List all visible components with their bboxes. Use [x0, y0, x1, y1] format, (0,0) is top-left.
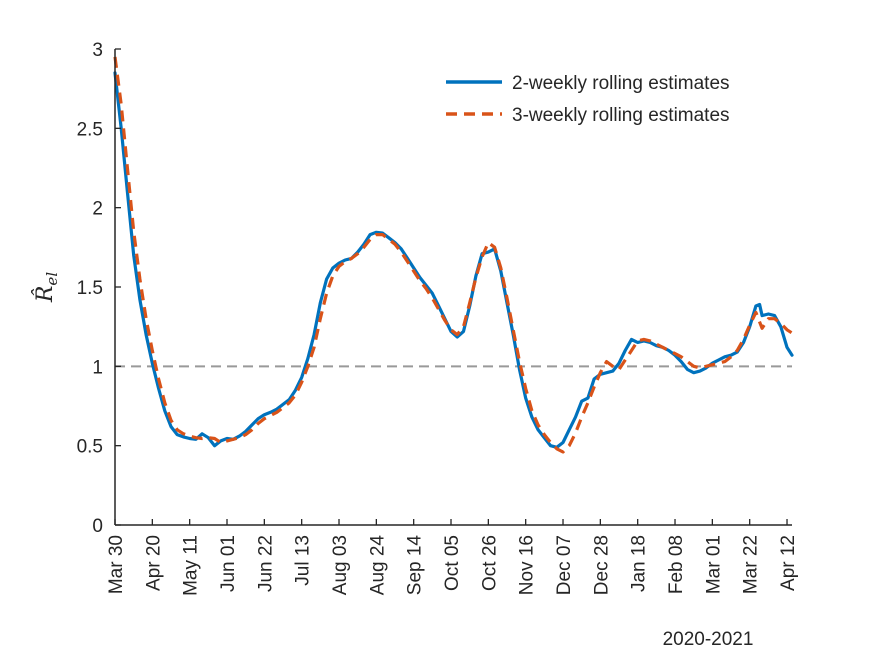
series-line-2 — [113, 56, 793, 454]
x-tick-label: Oct 05 — [442, 535, 463, 591]
legend: 2-weekly rolling estimates 3-weekly roll… — [446, 73, 730, 126]
x-tick-label: Feb 08 — [666, 535, 687, 594]
legend-label-series-2: 3-weekly rolling estimates — [512, 105, 730, 126]
x-axis-label: 2020-2021 — [663, 629, 754, 650]
y-tick-label: 1.5 — [77, 278, 103, 299]
y-tick-label: 1 — [92, 357, 103, 378]
x-tick-label: Mar 30 — [106, 535, 127, 594]
y-tick-label: 3 — [92, 40, 103, 61]
y-axis-label: R̂el — [32, 272, 61, 303]
y-axis-label-sub: el — [43, 272, 61, 286]
x-tick-label: Nov 16 — [517, 535, 538, 595]
y-axis-label-main: R̂ — [32, 286, 58, 304]
x-tick-label: May 11 — [181, 535, 202, 596]
x-tick-label: Jun 22 — [255, 535, 276, 592]
x-tick-label: Oct 26 — [479, 535, 500, 591]
x-tick-label: Dec 28 — [591, 535, 612, 595]
series-layer — [113, 56, 794, 454]
x-tick-label: Sep 14 — [405, 535, 426, 596]
series-line-1 — [113, 71, 794, 449]
y-ticks: 0 0.5 1 1.5 2 2.5 3 — [77, 40, 121, 537]
y-tick-label: 2.5 — [77, 119, 103, 140]
x-ticks: Mar 30 Apr 20 May 11 Jun 01 Jun 22 Jul 13 Aug … — [106, 519, 799, 596]
x-tick-label: Jul 13 — [293, 535, 314, 586]
x-tick-label: Jun 01 — [218, 535, 239, 592]
x-tick-label: Mar 01 — [703, 535, 724, 594]
x-tick-label: Dec 07 — [554, 535, 575, 595]
x-tick-label: Apr 20 — [143, 535, 164, 591]
x-tick-label: Aug 03 — [330, 535, 351, 595]
x-tick-label: Apr 12 — [778, 535, 799, 591]
x-tick-label: Jan 18 — [629, 535, 650, 592]
x-tick-label: Aug 24 — [367, 535, 388, 596]
y-tick-label: 2 — [92, 199, 103, 220]
legend-label-series-1: 2-weekly rolling estimates — [512, 73, 730, 94]
y-tick-label: 0 — [92, 516, 103, 537]
x-tick-label: Mar 22 — [741, 535, 762, 594]
y-tick-label: 0.5 — [77, 437, 103, 458]
